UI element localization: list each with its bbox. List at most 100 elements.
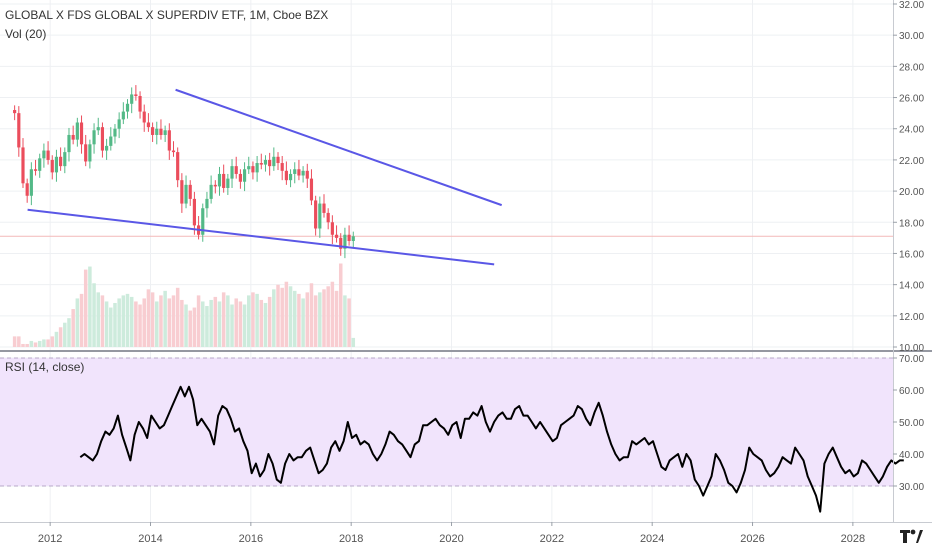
volume-bar bbox=[188, 310, 192, 347]
candle-body bbox=[184, 184, 188, 204]
time-tick-label: 2016 bbox=[239, 533, 263, 545]
rsi-tick-label: 30.00 bbox=[899, 482, 924, 493]
time-tick-label: 2024 bbox=[640, 533, 664, 545]
candle-body bbox=[297, 169, 301, 176]
candle-body bbox=[117, 119, 121, 129]
candle-body bbox=[46, 150, 50, 160]
rsi-axis[interactable]: 70.00 60.00 50.00 40.00 30.00 bbox=[893, 354, 924, 493]
volume-bar bbox=[100, 295, 105, 347]
volume-bar bbox=[150, 292, 155, 347]
volume-bar bbox=[226, 295, 230, 347]
candle-body bbox=[293, 169, 297, 174]
candle-body bbox=[59, 156, 63, 167]
volume-bar bbox=[280, 287, 284, 347]
volume-bar bbox=[63, 322, 67, 347]
volume-bar bbox=[125, 293, 130, 347]
volume-bar bbox=[338, 263, 343, 347]
volume-bar bbox=[96, 292, 101, 347]
volume-bar bbox=[17, 336, 21, 347]
price-tick-label: 30.00 bbox=[899, 31, 924, 42]
candle-body bbox=[92, 130, 96, 145]
price-tick-label: 24.00 bbox=[899, 125, 924, 136]
volume-bar bbox=[209, 299, 213, 347]
candle-body bbox=[146, 122, 151, 128]
candle-body bbox=[42, 150, 46, 159]
volume-bar bbox=[25, 343, 29, 347]
time-tick-label: 2026 bbox=[740, 533, 764, 545]
candle-body bbox=[280, 163, 284, 171]
volume-bar bbox=[155, 301, 159, 347]
candle-body bbox=[63, 152, 67, 167]
tradingview-logo-icon[interactable] bbox=[898, 527, 924, 545]
candle-body bbox=[330, 222, 334, 235]
volume-bar bbox=[104, 301, 109, 347]
candle-body bbox=[84, 144, 88, 162]
candle-body bbox=[71, 134, 75, 140]
volume-bar bbox=[37, 340, 42, 347]
candle-body bbox=[38, 158, 42, 171]
trendline[interactable] bbox=[175, 88, 503, 207]
candle-body bbox=[318, 203, 322, 229]
volume-bar bbox=[313, 295, 318, 347]
candle-body bbox=[247, 166, 251, 170]
candle-body bbox=[155, 128, 159, 135]
candle-body bbox=[130, 94, 134, 104]
volume-bar bbox=[246, 295, 251, 347]
price-tick-label: 32.00 bbox=[899, 0, 924, 11]
volume-legend[interactable]: Vol (20) bbox=[5, 27, 47, 41]
volume-bar bbox=[347, 298, 351, 347]
volume-bar bbox=[351, 337, 356, 347]
price-tick-label: 12.00 bbox=[899, 312, 924, 323]
candle-body bbox=[301, 170, 305, 176]
volume-bar bbox=[12, 336, 17, 347]
price-tick-label: 22.00 bbox=[899, 156, 924, 167]
volume-bar bbox=[305, 292, 310, 347]
volume-bar bbox=[175, 287, 180, 347]
rsi-legend[interactable]: RSI (14, close) bbox=[5, 360, 85, 374]
trendlines[interactable] bbox=[27, 88, 503, 266]
candle-body bbox=[25, 183, 29, 196]
volume-bar bbox=[134, 301, 138, 347]
price-tick-label: 14.00 bbox=[899, 281, 924, 292]
volume-bar bbox=[238, 301, 243, 347]
candle-body bbox=[251, 166, 255, 173]
rsi-tick-label: 50.00 bbox=[899, 418, 924, 429]
candle-body bbox=[263, 159, 268, 165]
candle-body bbox=[322, 203, 326, 213]
candle-body bbox=[54, 156, 59, 173]
volume-bar bbox=[58, 327, 63, 347]
candle-body bbox=[192, 198, 196, 226]
candle-body bbox=[113, 128, 117, 137]
candle-body bbox=[171, 150, 176, 153]
candle-body bbox=[234, 166, 238, 174]
volume-bar bbox=[201, 301, 205, 347]
volume-bar bbox=[230, 304, 234, 347]
candle-body bbox=[334, 234, 339, 238]
candle-body bbox=[272, 156, 276, 167]
candle-body bbox=[176, 152, 180, 181]
time-axis[interactable]: 2012 2014 2016 2018 2020 2022 2024 2026 2028 bbox=[38, 522, 865, 545]
volume-bar bbox=[196, 295, 201, 347]
candle-body bbox=[226, 178, 230, 188]
candle-body bbox=[213, 184, 217, 187]
candle-body bbox=[163, 130, 167, 135]
time-tick-label: 2020 bbox=[439, 533, 463, 545]
volume-bar bbox=[272, 289, 276, 347]
candle-body bbox=[17, 113, 21, 148]
volume-bar bbox=[163, 290, 167, 347]
volume-bar bbox=[322, 289, 326, 347]
candle-body bbox=[326, 212, 330, 223]
symbol-title[interactable]: GLOBAL X FDS GLOBAL X SUPERDIV ETF, 1M, … bbox=[5, 8, 329, 22]
volume-bar bbox=[255, 293, 259, 347]
volume-bar bbox=[79, 293, 84, 347]
price-axis[interactable]: 32.00 30.00 28.00 26.00 24.00 22.00 20.00 18.00… bbox=[893, 0, 924, 354]
candle-body bbox=[96, 127, 100, 131]
candle-body bbox=[138, 95, 142, 112]
time-tick-label: 2028 bbox=[841, 533, 865, 545]
candle-body bbox=[255, 163, 259, 173]
volume-bars bbox=[12, 263, 356, 347]
trendline[interactable] bbox=[27, 208, 495, 266]
candle-body bbox=[339, 237, 343, 249]
volume-bar bbox=[42, 339, 46, 347]
